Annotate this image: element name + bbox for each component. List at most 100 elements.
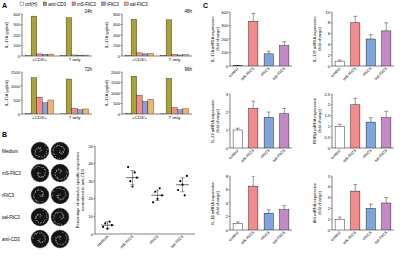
spot: [40, 242, 41, 243]
y-tick-label: 2: [328, 102, 331, 107]
y-tick: [331, 208, 333, 209]
panel-label: C: [203, 2, 208, 9]
error-cap: [282, 41, 286, 42]
well-disc: [51, 186, 69, 204]
spot: [56, 242, 57, 243]
error-cap: [156, 190, 160, 191]
spot: [38, 189, 39, 190]
well-disc: [31, 164, 49, 182]
well: [31, 142, 49, 160]
spot: [65, 240, 66, 241]
spot: [35, 233, 36, 234]
error-stem: [284, 206, 285, 210]
bar: [142, 101, 148, 114]
spot: [53, 150, 54, 151]
data-point: [134, 171, 136, 173]
error-bar: [338, 60, 342, 61]
x-tick-label: T only: [69, 115, 81, 120]
bar: [264, 117, 273, 148]
chart: 01020304050Percentage of stimulus-specif…: [75, 144, 195, 250]
error-stem: [386, 198, 387, 203]
y-tick-label: 400: [13, 12, 20, 17]
bar: [48, 54, 54, 56]
spot: [62, 146, 63, 147]
error-bar: [384, 198, 388, 203]
y-tick: [331, 230, 333, 231]
y-tick-label: 50: [89, 144, 94, 149]
error-cap: [369, 34, 373, 35]
well: [51, 186, 69, 204]
error-stem: [253, 101, 254, 108]
bar: [280, 114, 289, 148]
spot: [55, 172, 56, 173]
y-tick-label: 1500: [11, 70, 21, 75]
x-tick-label: T only: [169, 57, 181, 62]
x-tick-label: sal-FliC3: [373, 230, 388, 245]
spot: [32, 236, 33, 237]
spot: [41, 150, 42, 151]
bar: [177, 110, 183, 114]
chart: 0200400600800IL-17A (pg/ml)+CD3/+T only4…: [104, 9, 192, 63]
spot: [56, 170, 57, 171]
spot: [44, 235, 45, 236]
spot: [66, 236, 67, 237]
spot: [56, 240, 57, 241]
y-tick-label: 0: [118, 112, 121, 117]
spot: [58, 198, 59, 199]
data-point: [159, 187, 161, 189]
spot: [59, 223, 60, 224]
spot: [37, 232, 38, 233]
plot-area: [335, 185, 391, 230]
data-point: [129, 180, 131, 182]
error-cap: [251, 176, 255, 177]
y-tick-label: 200: [221, 37, 228, 42]
spot: [38, 241, 39, 242]
error-stem: [370, 35, 371, 39]
data-point: [152, 201, 154, 203]
spot: [58, 194, 59, 195]
spot: [55, 213, 56, 214]
spot: [35, 192, 36, 193]
spot: [52, 195, 53, 196]
y-tick-label: 0.5: [324, 135, 330, 140]
x-tick-label: mS-FliC3: [342, 230, 358, 246]
plot-area: [233, 101, 289, 148]
spot: [64, 189, 65, 190]
error-cap: [181, 191, 185, 192]
y-axis-label: (fold change): [317, 108, 322, 133]
spot: [34, 197, 35, 198]
bar: [382, 118, 391, 148]
spot: [54, 216, 55, 217]
spot: [36, 217, 37, 218]
spot: [35, 153, 36, 154]
x-tick-label: rFliC3: [361, 148, 373, 160]
spot: [44, 173, 45, 174]
spot: [62, 218, 63, 219]
spot: [60, 153, 61, 154]
bar: [382, 31, 391, 66]
bar: [42, 54, 48, 56]
x-tick-label: control: [329, 148, 341, 160]
spot: [43, 192, 44, 193]
legend-label: ctrl(H): [25, 2, 38, 7]
bar: [31, 78, 37, 114]
spot: [40, 215, 41, 216]
error-cap: [181, 177, 185, 178]
spot: [57, 178, 58, 179]
y-tick-label: 400: [113, 33, 120, 38]
chart: 0246810IL-17F mRNA expression(fold chang…: [312, 10, 394, 82]
spot: [37, 172, 38, 173]
spot: [60, 169, 61, 170]
error-bar: [236, 128, 240, 130]
spot: [66, 171, 67, 172]
error-cap: [106, 228, 110, 229]
spot: [35, 154, 36, 155]
well: [31, 186, 49, 204]
error-stem: [237, 222, 238, 223]
bar: [335, 61, 344, 66]
y-axis-label: IL-17A (pg/ml): [4, 22, 9, 48]
spot: [59, 235, 60, 236]
plot-area: [126, 76, 189, 114]
spot: [41, 177, 42, 178]
well-disc: [31, 142, 49, 160]
